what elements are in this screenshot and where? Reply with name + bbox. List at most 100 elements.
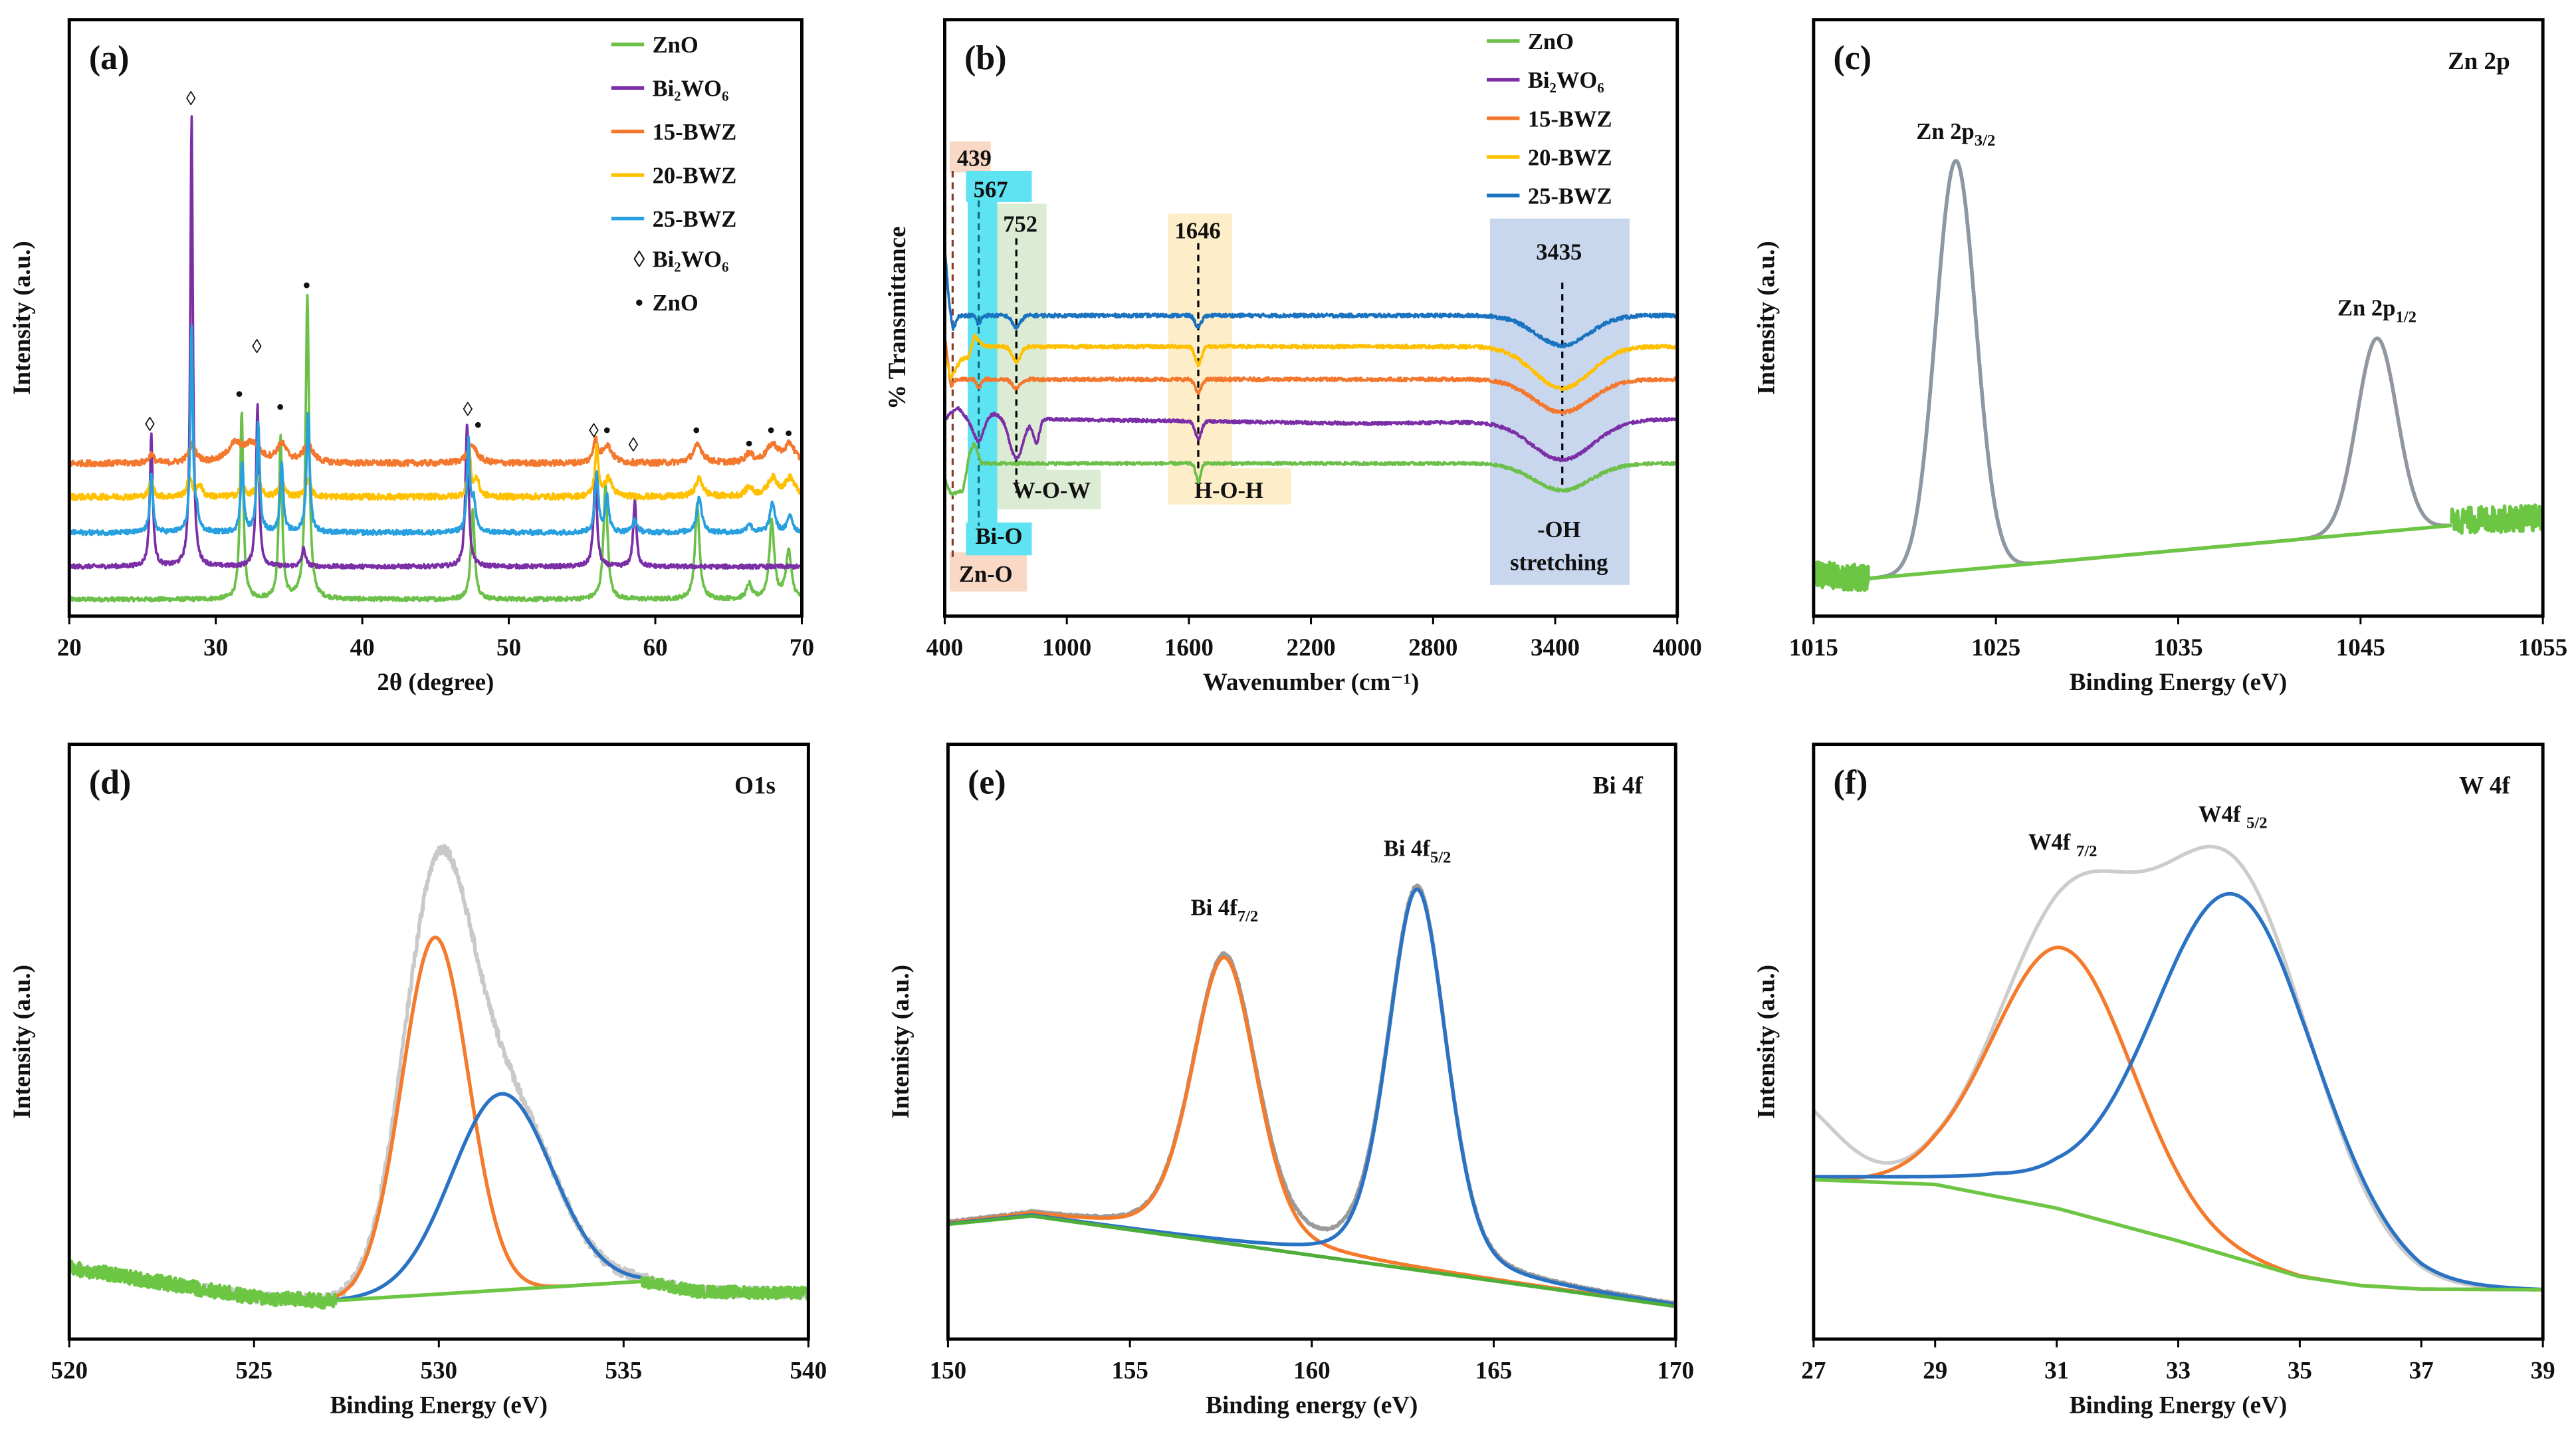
x-tick-label: 1000 bbox=[1042, 634, 1091, 661]
peak-label: Bi 4f7/2 bbox=[1191, 895, 1259, 925]
panel-a: 20 30 40 50 60 70 2θ (degree) Intensity (a.u.) (… bbox=[9, 18, 814, 696]
plot-frame bbox=[67, 743, 810, 1341]
band-highlight-752 bbox=[997, 469, 1101, 510]
dot-marker-icon: • bbox=[635, 291, 643, 316]
x-axis-label: Binding energy (eV) bbox=[1206, 1391, 1418, 1419]
y-axis-label: Intensity (a.u.) bbox=[9, 965, 36, 1119]
panel-title: Zn 2p bbox=[2448, 48, 2510, 75]
plot-frame bbox=[946, 743, 1677, 1341]
x-tick-label: 4000 bbox=[1653, 634, 1702, 661]
x-tick-label: 530 bbox=[420, 1358, 457, 1385]
x-axis-label: Binding Energy (eV) bbox=[2070, 669, 2287, 696]
series-group bbox=[944, 246, 1677, 496]
legend-label: 25-BWZ bbox=[1528, 183, 1612, 209]
band-assignment-label: Zn-O bbox=[959, 562, 1013, 587]
panel-d: 520 525 530 535 540 Binding Energy (eV) Intens… bbox=[9, 743, 827, 1419]
band-wavenumber-label: 1646 bbox=[1174, 218, 1220, 243]
series-line-25-BWZ bbox=[69, 324, 802, 537]
x-tick-label: 165 bbox=[1475, 1358, 1513, 1385]
plot-frame bbox=[1812, 743, 2545, 1341]
peak-label-main: Bi 4f bbox=[1384, 836, 1431, 862]
peak-label: Zn 2p1/2 bbox=[2337, 296, 2416, 326]
x-tick-label: 30 bbox=[203, 634, 228, 661]
x-tick-label: 1045 bbox=[2336, 634, 2385, 661]
dot-marker-icon: • bbox=[785, 421, 792, 445]
peak-label-main: Bi 4f bbox=[1191, 895, 1238, 920]
series-line-3 bbox=[69, 1259, 338, 1310]
x-tick-label: 160 bbox=[1293, 1358, 1331, 1385]
y-axis-label: Intensity (a.u.) bbox=[9, 241, 36, 395]
x-tick-label: 50 bbox=[496, 634, 521, 661]
x-tick-label: 31 bbox=[2044, 1358, 2069, 1385]
legend-label: 15-BWZ bbox=[1528, 106, 1612, 132]
series-line-4 bbox=[326, 1279, 644, 1303]
series-group bbox=[948, 883, 1676, 1308]
x-tick-label: 400 bbox=[926, 634, 964, 661]
peak-label-main: W4f bbox=[2199, 802, 2246, 827]
peak-label: Bi 4f5/2 bbox=[1384, 836, 1451, 867]
peak-label-subscript: 3/2 bbox=[1975, 132, 1996, 150]
x-tick-label: 1025 bbox=[1971, 634, 2020, 661]
series-line-4 bbox=[1813, 560, 1870, 592]
y-axis-label: Intensity (a.u.) bbox=[1753, 965, 1780, 1119]
series-line-0 bbox=[1813, 844, 2543, 1292]
peak-label-subscript: 1/2 bbox=[2395, 308, 2416, 326]
band-wavenumber-label: 752 bbox=[1003, 211, 1037, 237]
series-line-0 bbox=[69, 844, 809, 1307]
peak-label-subscript: 5/2 bbox=[2246, 814, 2268, 832]
panel-title: Bi 4f bbox=[1593, 773, 1644, 800]
series-line-1 bbox=[2304, 336, 2453, 540]
series-line-25-BWZ bbox=[944, 246, 1677, 348]
peak-label-subscript: 7/2 bbox=[2076, 842, 2097, 860]
x-tick-label: 2200 bbox=[1287, 634, 1336, 661]
peak-label: W4f 5/2 bbox=[2199, 802, 2268, 832]
diamond-marker-icon: ◊ bbox=[589, 421, 599, 442]
series-line-3 bbox=[948, 1214, 1676, 1308]
x-tick-label: 33 bbox=[2166, 1358, 2191, 1385]
band-wavenumber-label: 3435 bbox=[1536, 239, 1582, 265]
legend-label: ZnO bbox=[1528, 29, 1574, 55]
series-line-ZnO bbox=[69, 294, 802, 603]
x-tick-label: 525 bbox=[235, 1358, 272, 1385]
band-highlight-567 bbox=[966, 522, 1032, 556]
series-line-20-BWZ bbox=[944, 333, 1677, 392]
series-group bbox=[69, 115, 802, 603]
band-assignment-label: -OH bbox=[1537, 517, 1580, 542]
dot-marker-icon: • bbox=[303, 273, 310, 297]
dot-marker-icon: • bbox=[475, 413, 482, 437]
legend-label: Bi₂WO₆ bbox=[1528, 68, 1604, 93]
x-tick-label: 1600 bbox=[1164, 634, 1214, 661]
band-highlight-439 bbox=[949, 141, 991, 173]
legend-label: 20-BWZ bbox=[653, 164, 737, 189]
series-line-20-BWZ bbox=[69, 443, 802, 501]
diamond-marker-icon: ◊ bbox=[633, 247, 645, 273]
x-tick-label: 170 bbox=[1657, 1358, 1694, 1385]
y-axis-label: Intensity (a.u.) bbox=[1753, 241, 1780, 395]
band-wavenumber-label: 439 bbox=[957, 146, 992, 172]
plot-frame bbox=[67, 18, 804, 618]
band-highlight-752 bbox=[997, 203, 1047, 510]
x-tick-label: 27 bbox=[1801, 1358, 1826, 1385]
band-assignment-label: stretching bbox=[1510, 550, 1608, 576]
legend-label: ZnO bbox=[653, 33, 698, 58]
x-tick-label: 35 bbox=[2288, 1358, 2312, 1385]
series-line-1 bbox=[1813, 945, 2543, 1292]
legend-label: 25-BWZ bbox=[653, 207, 737, 232]
series-line-BiWO bbox=[944, 406, 1677, 463]
series-line-5 bbox=[2450, 503, 2543, 535]
series-group bbox=[1813, 159, 2543, 592]
dot-marker-icon: • bbox=[745, 431, 752, 455]
x-axis-label: Binding Energy (eV) bbox=[330, 1391, 548, 1419]
panel-c: 1015 1025 1035 1045 1055 Binding Energy (eV) I… bbox=[1753, 18, 2567, 696]
x-tick-label: 29 bbox=[1923, 1358, 1947, 1385]
dot-marker-icon: • bbox=[235, 382, 243, 406]
x-tick-label: 60 bbox=[643, 634, 667, 661]
band-highlight-1646 bbox=[1168, 468, 1291, 505]
panel-title: W 4f bbox=[2459, 773, 2510, 800]
series-line-ZnO bbox=[944, 441, 1677, 496]
diamond-marker-icon: ◊ bbox=[629, 435, 639, 456]
panel-label: (a) bbox=[89, 39, 129, 77]
peak-label-main: Zn 2p bbox=[2337, 296, 2395, 321]
x-tick-label: 20 bbox=[57, 634, 82, 661]
band-assignment-label: W-O-W bbox=[1012, 478, 1091, 503]
